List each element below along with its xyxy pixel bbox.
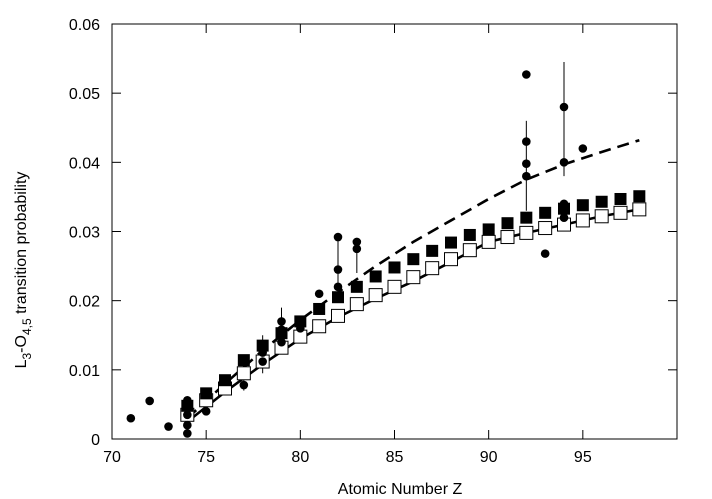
circle-point bbox=[164, 422, 173, 431]
open-square-point bbox=[444, 252, 458, 267]
circle-point bbox=[559, 102, 569, 112]
filled-square-point bbox=[614, 192, 627, 205]
filled-square-point bbox=[595, 195, 608, 208]
circle-point bbox=[183, 429, 192, 438]
filled-square-point bbox=[539, 206, 552, 219]
circle-point bbox=[540, 249, 550, 258]
open-square-point bbox=[519, 225, 534, 240]
filled-square-point bbox=[426, 244, 439, 257]
circle-point bbox=[183, 403, 192, 413]
x-tick-label: 85 bbox=[386, 449, 404, 466]
circle-point bbox=[239, 380, 249, 390]
circle-point bbox=[559, 206, 569, 216]
y-tick-label: 0.02 bbox=[69, 294, 100, 311]
circle-point bbox=[559, 213, 569, 222]
filled-square-point bbox=[200, 387, 213, 400]
filled-square-point bbox=[482, 223, 495, 236]
y-axis-title-sub2: 4,5 bbox=[20, 318, 34, 335]
x-tick-label: 70 bbox=[103, 449, 121, 466]
y-axis-title-sub1: 3 bbox=[20, 353, 34, 360]
circle-point bbox=[352, 237, 362, 247]
circle-point bbox=[126, 413, 136, 423]
circle-point bbox=[277, 337, 286, 347]
open-square-point bbox=[312, 319, 327, 334]
open-square-point bbox=[349, 297, 364, 312]
circle-point bbox=[258, 357, 267, 366]
y-tick-label: 0.01 bbox=[69, 363, 100, 380]
open-square-point bbox=[632, 202, 647, 217]
y-tick-label: 0.06 bbox=[69, 17, 100, 34]
circle-point bbox=[201, 407, 211, 416]
circle-point bbox=[559, 158, 569, 167]
x-tick-label: 95 bbox=[574, 449, 592, 466]
filled-square-point bbox=[633, 190, 646, 203]
filled-square-point bbox=[576, 199, 589, 212]
x-tick-label: 90 bbox=[480, 449, 498, 466]
circle-point bbox=[333, 232, 343, 242]
y-tick-label: 0.05 bbox=[69, 86, 100, 103]
circle-point bbox=[277, 325, 286, 335]
circle-point bbox=[578, 144, 588, 153]
open-square-point bbox=[594, 209, 609, 224]
filled-square-point bbox=[350, 280, 363, 293]
y-axis-title-base: L bbox=[13, 359, 30, 368]
y-axis-title-mid: -O bbox=[13, 335, 30, 353]
open-square-point bbox=[236, 366, 251, 381]
open-square-point bbox=[331, 308, 345, 323]
circle-point bbox=[522, 171, 531, 181]
open-square-point bbox=[462, 243, 477, 258]
filled-square-point bbox=[332, 291, 344, 304]
plot-area bbox=[126, 62, 647, 438]
circle-point bbox=[559, 199, 569, 209]
y-axis-title: L3-O4,5 transition probability bbox=[13, 172, 34, 369]
open-square-point bbox=[387, 279, 402, 294]
open-square-point bbox=[538, 221, 553, 236]
open-square-point bbox=[425, 261, 440, 276]
open-square-point bbox=[575, 213, 590, 228]
circle-point bbox=[183, 410, 192, 420]
circle-point bbox=[522, 137, 531, 146]
circle-point bbox=[183, 395, 192, 405]
circle-point bbox=[522, 213, 531, 222]
x-tick-label: 75 bbox=[197, 449, 215, 466]
open-square-point bbox=[368, 288, 383, 303]
y-axis-title-rest: transition probability bbox=[13, 172, 30, 319]
filled-square-point bbox=[219, 374, 231, 387]
filled-square-point bbox=[445, 236, 457, 249]
circle-point bbox=[296, 324, 305, 333]
filled-square-point bbox=[256, 339, 269, 352]
circle-point bbox=[522, 70, 531, 79]
x-tick-label: 80 bbox=[291, 449, 309, 466]
filled-square-point bbox=[369, 270, 382, 283]
x-axis-title: Atomic Number Z bbox=[338, 481, 463, 498]
filled-square-point bbox=[237, 354, 250, 367]
circle-point bbox=[296, 315, 305, 325]
open-square-point bbox=[481, 234, 496, 249]
axes: 70 75 80 85 90 95 0 0.01 0.02 0.03 0.04 0.05 0.06 bbox=[69, 17, 678, 466]
y-tick-label: 0 bbox=[91, 432, 100, 449]
open-square-point bbox=[613, 205, 628, 220]
circle-point bbox=[258, 348, 267, 357]
open-square-point bbox=[406, 270, 421, 285]
circle-point bbox=[333, 265, 343, 274]
circle-point bbox=[352, 244, 362, 254]
filled-square-point bbox=[388, 261, 401, 274]
y-tick-label: 0.03 bbox=[69, 225, 100, 242]
circle-point bbox=[145, 396, 154, 406]
plot-frame bbox=[111, 23, 678, 440]
filled-square-point bbox=[313, 302, 326, 315]
y-tick-label: 0.04 bbox=[69, 155, 100, 172]
circle-point bbox=[277, 317, 286, 326]
open-square-point bbox=[500, 230, 515, 245]
circle-point bbox=[314, 289, 324, 299]
filled-square-point bbox=[463, 228, 476, 241]
circle-point bbox=[183, 420, 192, 430]
filled-square-point bbox=[501, 217, 514, 230]
filled-square-point bbox=[407, 253, 420, 266]
circle-point bbox=[522, 159, 531, 169]
circle-point bbox=[333, 282, 343, 292]
